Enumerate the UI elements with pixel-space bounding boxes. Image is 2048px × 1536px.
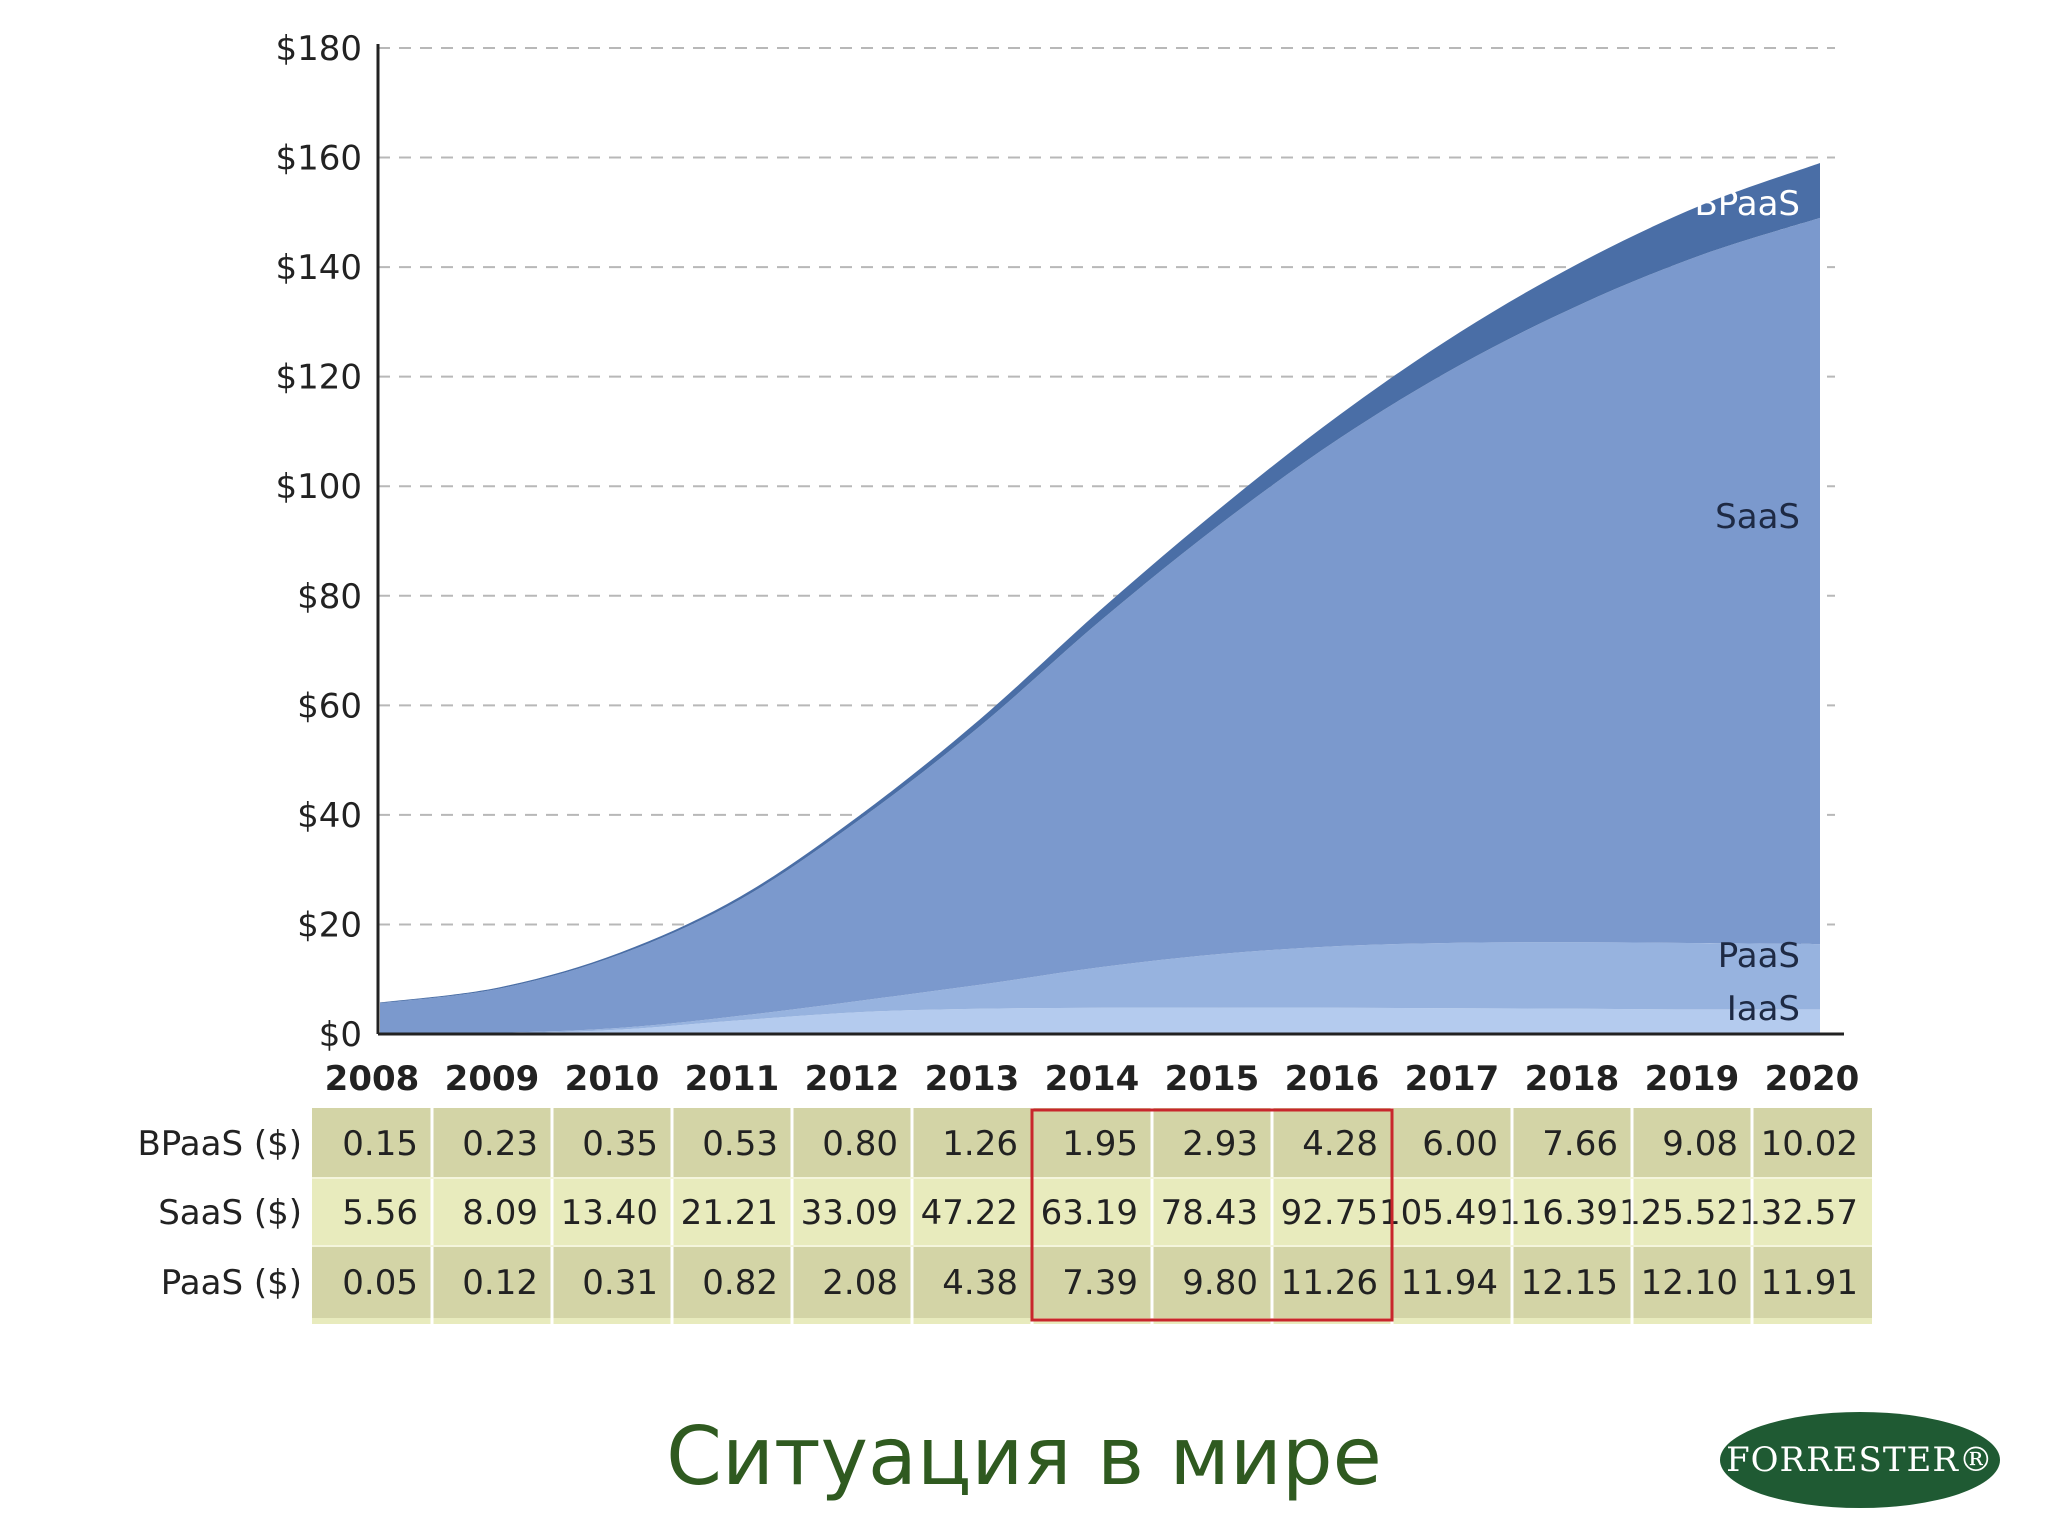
table-cell: 12.15 bbox=[1521, 1263, 1618, 1303]
table-cell: 125.52 bbox=[1619, 1193, 1738, 1233]
series-label-saas: SaaS bbox=[1715, 497, 1800, 537]
table-cell: 21.21 bbox=[681, 1193, 778, 1233]
table-cell: 2.93 bbox=[1182, 1124, 1258, 1164]
y-tick-label: $60 bbox=[297, 686, 362, 726]
table-row-bg bbox=[312, 1178, 1872, 1246]
table-cell: 0.80 bbox=[822, 1124, 898, 1164]
table-cell: 0.23 bbox=[462, 1124, 538, 1164]
y-tick-label: $140 bbox=[275, 248, 362, 288]
table-cell: 12.10 bbox=[1641, 1263, 1738, 1303]
series-labels: IaaS PaaS SaaS BPaaS bbox=[1694, 184, 1800, 1029]
y-tick-label: $160 bbox=[275, 139, 362, 179]
x-tick-label: 2013 bbox=[925, 1059, 1020, 1099]
area-iaas bbox=[380, 1007, 1820, 1034]
table-cell: 0.82 bbox=[702, 1263, 778, 1303]
table-cell: 33.09 bbox=[801, 1193, 898, 1233]
gridlines bbox=[378, 47, 1835, 926]
y-tick-label: $80 bbox=[297, 577, 362, 617]
x-tick-label: 2008 bbox=[325, 1059, 420, 1099]
x-tick-label: 2011 bbox=[685, 1059, 780, 1099]
table-cell: 11.94 bbox=[1401, 1263, 1498, 1303]
x-tick-label: 2010 bbox=[565, 1059, 660, 1099]
table-cell: 5.56 bbox=[342, 1193, 418, 1233]
table-cell: 4.28 bbox=[1302, 1124, 1378, 1164]
x-tick-label: 2012 bbox=[805, 1059, 900, 1099]
table-cell: 132.57 bbox=[1739, 1193, 1858, 1233]
table-cell: 1.26 bbox=[942, 1124, 1018, 1164]
table-cell: 105.49 bbox=[1379, 1193, 1498, 1233]
table-row-bg bbox=[312, 1246, 1872, 1318]
axes bbox=[376, 44, 1844, 1036]
table-cell: 9.80 bbox=[1182, 1263, 1258, 1303]
table-cell: 10.02 bbox=[1761, 1124, 1858, 1164]
table-cell: 11.91 bbox=[1761, 1263, 1858, 1303]
x-tick-label: 2018 bbox=[1525, 1059, 1620, 1099]
table-cell: 0.12 bbox=[462, 1263, 538, 1303]
table-cell: 47.22 bbox=[921, 1193, 1018, 1233]
y-tick-label: $100 bbox=[275, 467, 362, 507]
table-cell: 4.38 bbox=[942, 1263, 1018, 1303]
x-tick-label: 2017 bbox=[1405, 1059, 1500, 1099]
table-cell: 11.26 bbox=[1281, 1263, 1378, 1303]
table-cell: 116.39 bbox=[1499, 1193, 1618, 1233]
table-cell: 0.31 bbox=[582, 1263, 658, 1303]
y-tick-labels: $0 $20 $40 $60 $80 $100 $120 $140 $160 $180 bbox=[275, 29, 362, 1055]
x-tick-label: 2020 bbox=[1765, 1059, 1860, 1099]
page-title: Ситуация в мире bbox=[666, 1410, 1382, 1503]
forrester-logo: FORRESTER® bbox=[1720, 1412, 2000, 1508]
table-cell: 0.53 bbox=[702, 1124, 778, 1164]
table-cell: 7.66 bbox=[1542, 1124, 1618, 1164]
highlight-box bbox=[1030, 1108, 1394, 1322]
table-row-bg bbox=[312, 1108, 1872, 1178]
table-cell: 0.35 bbox=[582, 1124, 658, 1164]
area-bpaas bbox=[380, 163, 1820, 1004]
y-tick-label: $0 bbox=[319, 1015, 362, 1055]
table-cell: 6.00 bbox=[1422, 1124, 1498, 1164]
x-tick-label: 2016 bbox=[1285, 1059, 1380, 1099]
table-cell: 63.19 bbox=[1041, 1193, 1138, 1233]
x-tick-label: 2019 bbox=[1645, 1059, 1740, 1099]
series-label-bpaas: BPaaS bbox=[1694, 184, 1800, 224]
table-cell: 1.95 bbox=[1062, 1124, 1138, 1164]
table-row-label: BPaaS ($) bbox=[137, 1124, 302, 1164]
table-cell: 78.43 bbox=[1161, 1193, 1258, 1233]
x-tick-label: 2009 bbox=[445, 1059, 540, 1099]
y-tick-label: $20 bbox=[297, 905, 362, 945]
y-tick-label: $180 bbox=[275, 29, 362, 69]
series-label-iaas: IaaS bbox=[1727, 989, 1800, 1029]
table-cell: 9.08 bbox=[1662, 1124, 1738, 1164]
x-tick-labels: 2008 2009 2010 2011 2012 2013 2014 2015 2016 2017… bbox=[325, 1059, 1860, 1099]
y-tick-label: $120 bbox=[275, 358, 362, 398]
table-cell: 0.15 bbox=[342, 1124, 418, 1164]
table-row-label: SaaS ($) bbox=[158, 1193, 302, 1233]
x-tick-label: 2014 bbox=[1045, 1059, 1140, 1099]
table-cell: 8.09 bbox=[462, 1193, 538, 1233]
table-cell: 13.40 bbox=[561, 1193, 658, 1233]
area-saas bbox=[380, 217, 1820, 1034]
y-tick-label: $40 bbox=[297, 796, 362, 836]
table-cell: 0.05 bbox=[342, 1263, 418, 1303]
logo-text: FORRESTER® bbox=[1726, 1440, 1994, 1480]
x-tick-label: 2015 bbox=[1165, 1059, 1260, 1099]
table-cell: 7.39 bbox=[1062, 1263, 1138, 1303]
data-table: BPaaS ($) 0.15 0.23 0.35 0.53 0.80 1.26 1.95 2.9… bbox=[137, 1108, 1872, 1324]
table-cell: 2.08 bbox=[822, 1263, 898, 1303]
table-cell: 92.75 bbox=[1281, 1193, 1378, 1233]
area-paas bbox=[380, 942, 1820, 1034]
stacked-areas bbox=[380, 163, 1820, 1034]
table-row-label: PaaS ($) bbox=[161, 1263, 302, 1303]
series-label-paas: PaaS bbox=[1718, 936, 1800, 976]
